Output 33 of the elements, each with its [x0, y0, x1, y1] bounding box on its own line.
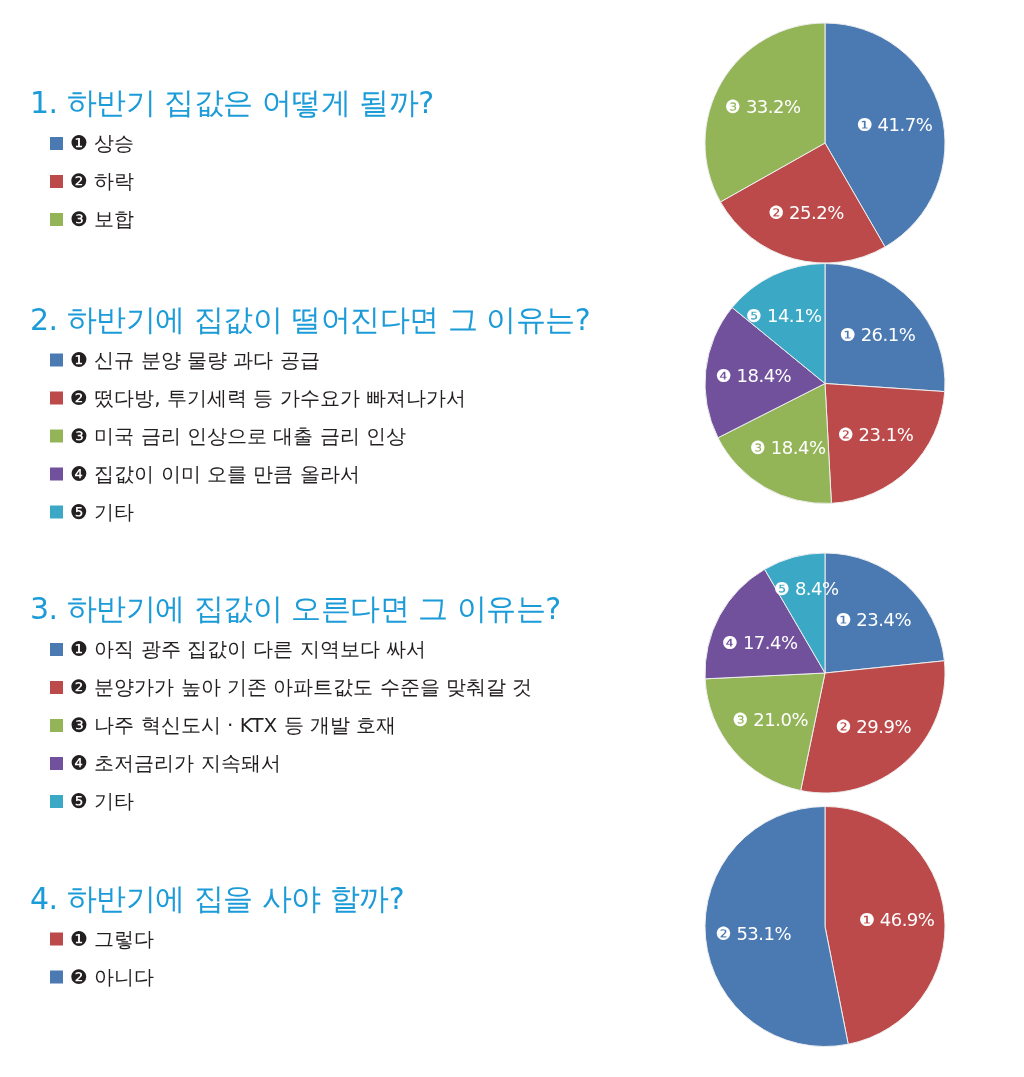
data-label: ❸ 21.0% [732, 709, 809, 731]
data-label: ❶ 41.7% [856, 113, 933, 135]
legend-label: ❸ 나주 혁신도시 · KTX 등 개발 호재 [70, 713, 397, 737]
legend-label: ❺ 기타 [70, 789, 135, 813]
text: 4. 하반기에 집을 사야 할까? [30, 880, 405, 916]
data-label: ❶ 23.4% [835, 609, 912, 631]
legend-label: ❶ 상승 [70, 131, 135, 155]
data-label: ❹ 18.4% [715, 365, 792, 387]
data-label: ❷ 23.1% [837, 424, 914, 446]
legend-label: ❺ 기타 [70, 499, 135, 524]
text: 3. 하반기에 집값이 오른다면 그 이유는? [30, 591, 561, 626]
legend-label: ❶ 신규 분양 물량 과다 공급 [70, 347, 320, 372]
data-label: ❶ 26.1% [839, 323, 916, 345]
data-label: ❷ 53.1% [715, 923, 792, 944]
legend-label: ❷ 아니다 [70, 964, 155, 989]
data-label: ❸ 33.2% [725, 96, 801, 118]
data-label: ❸ 18.4% [749, 437, 826, 459]
legend-label: ❶ 아직 광주 집값이 다른 지역보다 싸서 [70, 637, 427, 661]
legend-label: ❷ 하락 [70, 169, 135, 193]
data-label: ❶ 46.9% [858, 909, 935, 930]
data-label: ❹ 17.4% [722, 631, 798, 653]
data-label: ❷ 29.9% [835, 715, 912, 737]
legend-label: ❷ 분양가가 높아 기존 아파트값도 수준을 맞춰갈 것 [70, 675, 533, 699]
legend-label: ❹ 집값이 이미 오를 만큼 올라서 [70, 461, 360, 486]
text: 1. 하반기 집값은 어떻게 될까? [30, 85, 434, 120]
data-label: ❺ 14.1% [746, 304, 823, 326]
legend-label: ❶ 그렇다 [70, 926, 155, 951]
legend-label: ❹ 초저금리가 지속돼서 [70, 751, 281, 775]
legend-label: ❷ 떴다방, 투기세력 등 가수요가 빠져나가서 [70, 385, 467, 410]
legend-label: ❸ 미국 금리 인상으로 대출 금리 인상 [70, 423, 407, 448]
legend-label: ❸ 보합 [70, 207, 135, 231]
text: 2. 하반기에 집값이 떨어진다면 그 이유는? [30, 301, 591, 337]
data-label: ❷ 25.2% [768, 201, 845, 223]
